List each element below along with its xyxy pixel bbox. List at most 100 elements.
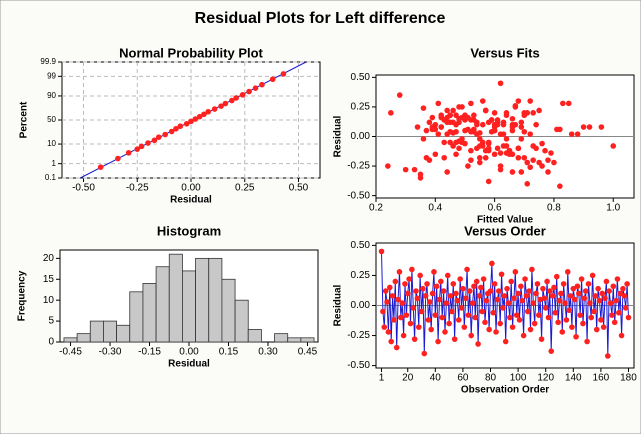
point	[538, 336, 545, 342]
point	[478, 284, 484, 291]
point	[421, 350, 428, 357]
point	[541, 295, 548, 302]
point	[497, 80, 504, 87]
point	[476, 143, 483, 149]
point	[518, 119, 525, 126]
x-tick-label: 80	[485, 373, 497, 384]
point	[611, 319, 618, 326]
point	[429, 290, 436, 297]
point	[523, 293, 530, 299]
point	[467, 288, 473, 294]
point	[474, 121, 480, 128]
point	[552, 309, 559, 316]
point	[418, 308, 425, 315]
point	[201, 111, 207, 118]
point	[424, 281, 430, 287]
point	[526, 288, 532, 294]
point	[497, 150, 504, 156]
point	[497, 320, 503, 327]
point	[486, 326, 492, 333]
y-tick-label: 10	[47, 139, 56, 148]
point	[404, 290, 411, 297]
x-tick-label: 160	[593, 373, 610, 384]
point	[471, 128, 477, 135]
point	[530, 110, 536, 116]
point	[411, 166, 418, 173]
bar	[247, 329, 262, 343]
point	[600, 324, 607, 330]
point	[610, 283, 617, 290]
x-tick-label: -0.30	[99, 347, 122, 358]
point	[584, 338, 590, 345]
point	[556, 297, 563, 304]
point	[403, 312, 410, 318]
point	[464, 266, 470, 273]
point	[402, 166, 409, 173]
point	[457, 276, 463, 282]
bar	[103, 320, 118, 343]
point	[192, 116, 199, 122]
point	[406, 276, 412, 282]
point	[620, 285, 626, 292]
x-tick-label: 180	[620, 373, 637, 384]
point	[515, 290, 521, 297]
point	[533, 121, 539, 128]
point	[487, 288, 494, 294]
point	[432, 312, 439, 318]
bar	[287, 337, 302, 343]
point	[259, 81, 265, 88]
point	[591, 308, 597, 315]
point	[441, 154, 448, 161]
point	[534, 281, 541, 287]
x-tick-label: 0.15	[219, 347, 239, 358]
point	[453, 151, 459, 158]
point	[435, 338, 441, 345]
point	[574, 283, 581, 290]
point	[529, 266, 535, 273]
point	[420, 285, 426, 292]
y-tick-label: 0.25	[351, 270, 371, 281]
point	[518, 283, 524, 290]
point	[479, 308, 486, 315]
point	[521, 110, 528, 116]
main-title: Residual Plots for Left difference	[195, 10, 446, 27]
point	[391, 317, 397, 323]
point	[385, 329, 392, 335]
point	[115, 155, 121, 162]
point	[462, 115, 468, 122]
panel-title: Versus Fits	[470, 45, 539, 60]
point	[396, 269, 403, 275]
y-axis-label: Residual	[333, 115, 344, 157]
point	[414, 295, 421, 302]
point	[527, 326, 534, 333]
point	[485, 178, 492, 185]
x-tick-label: -0.50	[72, 183, 95, 194]
point	[423, 127, 430, 134]
point	[429, 114, 436, 121]
point	[521, 154, 528, 161]
point	[598, 124, 605, 130]
x-tick-label: -0.25	[126, 183, 149, 194]
x-tick-label: -0.45	[59, 347, 82, 358]
point	[444, 114, 450, 121]
panel-title: Histogram	[157, 223, 221, 238]
point	[603, 278, 610, 285]
point	[222, 100, 229, 107]
y-tick-label: 10	[43, 295, 55, 306]
y-tick-label: 20	[43, 253, 55, 264]
point	[436, 296, 443, 303]
y-tick-label: 99.9	[40, 57, 56, 66]
point	[501, 293, 508, 299]
point	[454, 297, 461, 304]
point	[426, 157, 433, 163]
point	[581, 295, 588, 302]
point	[450, 107, 456, 114]
point	[485, 145, 492, 152]
point	[515, 154, 522, 161]
x-axis-label: Observation Order	[461, 385, 549, 396]
point	[414, 124, 421, 130]
point	[625, 314, 632, 321]
point	[530, 157, 536, 163]
point	[415, 324, 422, 330]
